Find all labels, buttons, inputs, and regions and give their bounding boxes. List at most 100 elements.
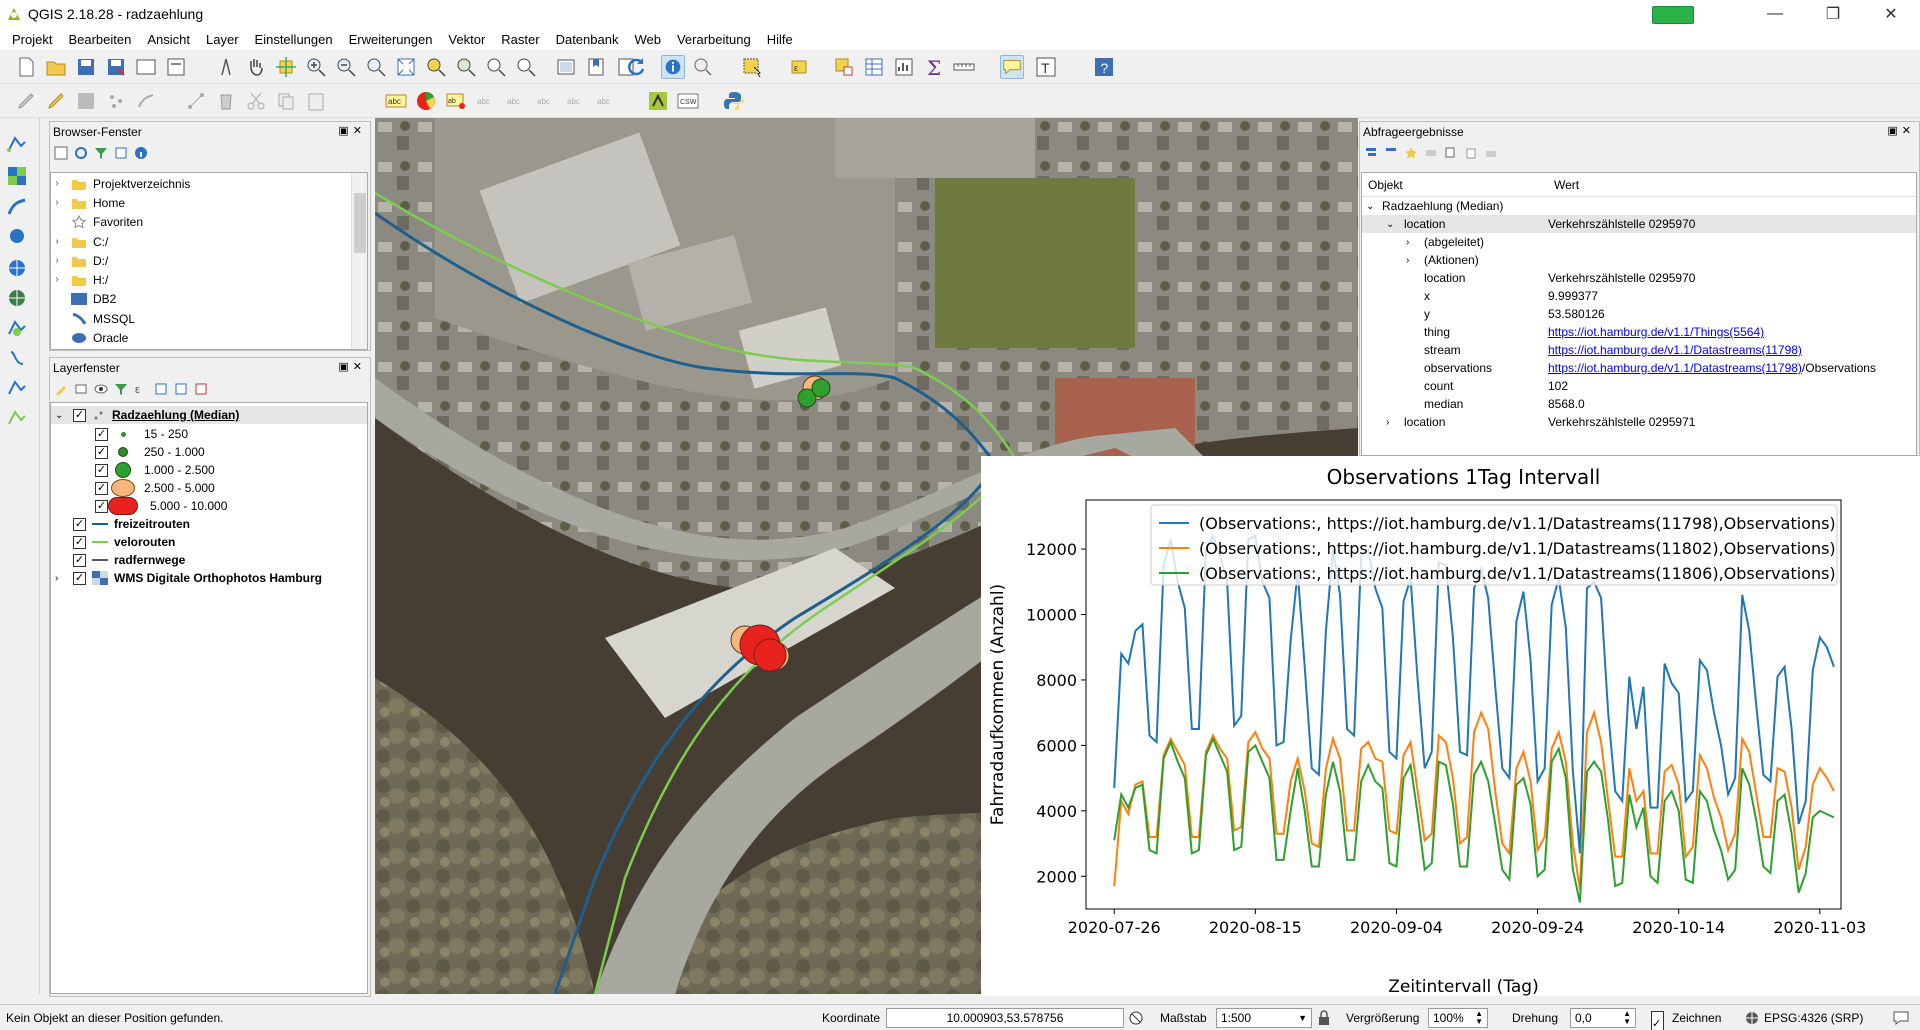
add-group-icon[interactable] <box>74 382 88 396</box>
new-map-view-icon[interactable] <box>554 55 578 79</box>
touch-zoom-icon[interactable] <box>214 55 238 79</box>
manage-visibility-icon[interactable] <box>94 382 108 396</box>
expand-tree-icon[interactable] <box>1364 146 1378 160</box>
move-feature-icon[interactable] <box>134 89 158 113</box>
add-virtual-layer-icon[interactable] <box>5 376 29 400</box>
zoom-native-icon[interactable] <box>364 55 388 79</box>
save-as-icon[interactable] <box>104 55 128 79</box>
menu-datenbank[interactable]: Datenbank <box>555 31 619 47</box>
layer-row[interactable]: › ✓ WMS Digitale Orthophotos Hamburg <box>55 571 322 585</box>
browser-item[interactable]: Oracle <box>51 328 367 347</box>
add-wms-icon[interactable] <box>5 256 29 280</box>
layer-checkbox[interactable]: ✓ <box>73 571 86 585</box>
statistics-icon[interactable] <box>892 55 916 79</box>
menu-hilfe[interactable]: Hilfe <box>766 31 793 47</box>
browser-item[interactable]: › Home <box>55 195 126 210</box>
remove-layer-icon[interactable] <box>194 382 208 396</box>
browser-item[interactable]: MSSQL <box>51 309 367 328</box>
panel-float-close-icon[interactable]: ▣✕ <box>338 361 366 373</box>
zoom-selection-icon[interactable] <box>424 55 448 79</box>
pan-hand-icon[interactable] <box>244 55 268 79</box>
result-feature-row[interactable]: › location Verkehrszählstelle 0295971 <box>1386 415 1696 429</box>
add-mssql-icon[interactable] <box>5 226 29 250</box>
menu-verarbeitung[interactable]: Verarbeitung <box>676 31 751 47</box>
layout-manager-icon[interactable] <box>164 55 188 79</box>
result-feature-row[interactable]: ⌄ location Verkehrszählstelle 0295970 <box>1362 215 1916 233</box>
layer-row[interactable]: ✓ velorouten <box>73 535 176 549</box>
change-label-icon[interactable]: abc <box>564 89 588 113</box>
delete-selected-icon[interactable] <box>214 89 238 113</box>
lock-scale-icon[interactable] <box>1316 1009 1332 1027</box>
rotation-spinbox[interactable]: 0,0 ▲ ▼ <box>1570 1008 1636 1028</box>
zoom-layer-icon[interactable] <box>454 55 478 79</box>
messages-icon[interactable] <box>1892 1010 1910 1026</box>
paste-icon[interactable] <box>304 89 328 113</box>
attribute-table-icon[interactable] <box>862 55 886 79</box>
refresh-icon[interactable] <box>624 55 648 79</box>
label-tool-icon[interactable]: abc <box>384 89 408 113</box>
browser-item[interactable]: › Projektverzeichnis <box>55 176 191 191</box>
pin-labels-icon[interactable]: ab <box>444 89 468 113</box>
map-canvas[interactable] <box>375 118 1358 994</box>
menu-raster[interactable]: Raster <box>501 31 540 47</box>
map-tips-icon[interactable] <box>691 55 715 79</box>
select-features-icon[interactable] <box>740 55 764 79</box>
filter-legend-icon[interactable] <box>114 382 128 396</box>
collapse-all-icon[interactable] <box>174 382 188 396</box>
select-by-value-icon[interactable]: ε <box>788 55 812 79</box>
add-delimited-text-icon[interactable] <box>5 346 29 370</box>
new-shapefile-icon[interactable] <box>5 406 29 430</box>
maximize-button[interactable]: ❐ <box>1825 6 1841 23</box>
deselect-icon[interactable] <box>832 55 856 79</box>
render-checkbox[interactable]: ✓ <box>1651 1011 1664 1030</box>
rotate-label-icon[interactable]: abc <box>534 89 558 113</box>
cut-icon[interactable] <box>244 89 268 113</box>
info-icon[interactable] <box>134 146 148 160</box>
open-project-icon[interactable] <box>44 55 68 79</box>
filter-icon[interactable] <box>94 146 108 160</box>
panel-float-close-icon[interactable]: ▣✕ <box>1887 125 1915 137</box>
layer-checkbox[interactable]: ✓ <box>73 535 86 549</box>
add-selected-icon[interactable] <box>54 146 68 160</box>
diagram-tool-icon[interactable] <box>414 89 438 113</box>
menu-vektor[interactable]: Vektor <box>448 31 486 47</box>
panel-float-close-icon[interactable]: ▣✕ <box>338 125 366 137</box>
browser-item[interactable]: › D:/ <box>55 253 109 268</box>
collapse-tree-icon[interactable] <box>1384 146 1398 160</box>
measure-icon[interactable] <box>952 55 976 79</box>
filter-expression-icon[interactable]: ε <box>134 382 148 396</box>
layer-row[interactable]: ✓ radfernwege <box>73 553 186 567</box>
node-tool-icon[interactable] <box>184 89 208 113</box>
pan-to-selection-icon[interactable] <box>274 55 298 79</box>
print-layout-icon[interactable] <box>134 55 158 79</box>
menu-bearbeiten[interactable]: Bearbeiten <box>68 31 132 47</box>
minimize-button[interactable]: — <box>1767 5 1783 22</box>
copy-feature-icon[interactable] <box>1444 146 1458 160</box>
zoom-in-icon[interactable] <box>304 55 328 79</box>
result-actions-row[interactable]: › (Aktionen) <box>1406 253 1479 267</box>
toggle-extent-icon[interactable] <box>1128 1010 1144 1026</box>
tray-plugin-icon[interactable] <box>1652 6 1694 24</box>
print-results-icon[interactable] <box>1484 146 1498 160</box>
class-checkbox[interactable]: ✓ <box>95 463 108 477</box>
layer-checkbox[interactable]: ✓ <box>73 408 86 422</box>
legend-class-row[interactable]: ✓ 250 - 1.000 <box>95 445 205 459</box>
add-spatialite-icon[interactable] <box>5 196 29 220</box>
menu-ansicht[interactable]: Ansicht <box>147 31 190 47</box>
thing-link[interactable]: https://iot.hamburg.de/v1.1/Things(5564) <box>1548 325 1765 339</box>
sum-icon[interactable]: Σ <box>922 55 946 79</box>
map-tips-bubble-icon[interactable] <box>1000 55 1024 79</box>
layer-checkbox[interactable]: ✓ <box>73 553 86 567</box>
clear-results-icon[interactable] <box>1424 146 1438 160</box>
legend-class-row[interactable]: ✓ 1.000 - 2.500 <box>95 462 215 478</box>
zoom-next-icon[interactable] <box>514 55 538 79</box>
collapse-all-icon[interactable] <box>114 146 128 160</box>
csw-icon[interactable]: CSW <box>676 89 700 113</box>
result-derived-row[interactable]: › (abgeleitet) <box>1406 235 1485 249</box>
browser-item[interactable]: Favoriten <box>51 212 367 231</box>
browser-item[interactable]: DB2 <box>51 289 367 308</box>
text-annotation-icon[interactable]: T <box>1034 55 1058 79</box>
copy-attributes-icon[interactable] <box>1464 146 1478 160</box>
identify-icon[interactable] <box>661 55 685 79</box>
crs-label[interactable]: EPSG:4326 (SRP) <box>1764 1011 1864 1025</box>
